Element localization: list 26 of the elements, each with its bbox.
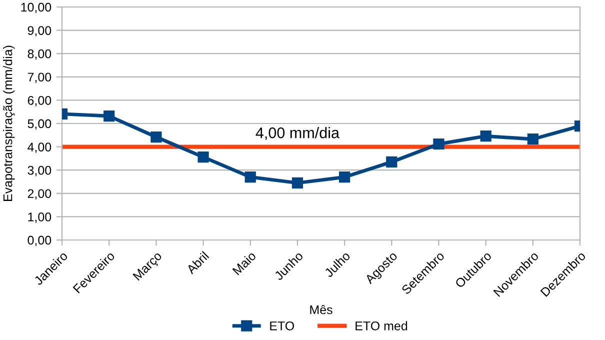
point xyxy=(480,130,492,142)
y-axis-title: Evapotranspiração (mm/dia) xyxy=(3,46,15,201)
annotation: 4,00 mm/dia xyxy=(256,127,340,140)
point xyxy=(527,134,538,145)
point xyxy=(338,172,350,183)
y-tick-label: 6,00 xyxy=(28,96,52,106)
y-tick-label: 2,00 xyxy=(28,189,52,200)
point xyxy=(244,172,256,183)
point xyxy=(104,110,115,122)
legend-label: ETO med xyxy=(356,321,408,330)
point xyxy=(386,156,398,168)
y-tick-label: 3,00 xyxy=(28,166,52,176)
y-tick-label: 0,00 xyxy=(28,236,52,246)
y-tick-label: 5,00 xyxy=(28,119,52,130)
y-tick-label: 4,00 xyxy=(28,142,52,153)
y-tick-label: 10,00 xyxy=(21,2,52,14)
y-tick-label: 9,00 xyxy=(28,26,52,36)
y-tick-label: 8,00 xyxy=(28,49,52,60)
x-axis-title: Mês xyxy=(310,304,332,314)
point xyxy=(150,131,162,143)
point xyxy=(292,177,304,188)
legend-label: ETO xyxy=(270,321,294,330)
y-tick-label: 1,00 xyxy=(28,212,52,223)
point xyxy=(198,151,209,163)
y-tick-label: 7,00 xyxy=(28,72,52,84)
point xyxy=(433,138,444,150)
